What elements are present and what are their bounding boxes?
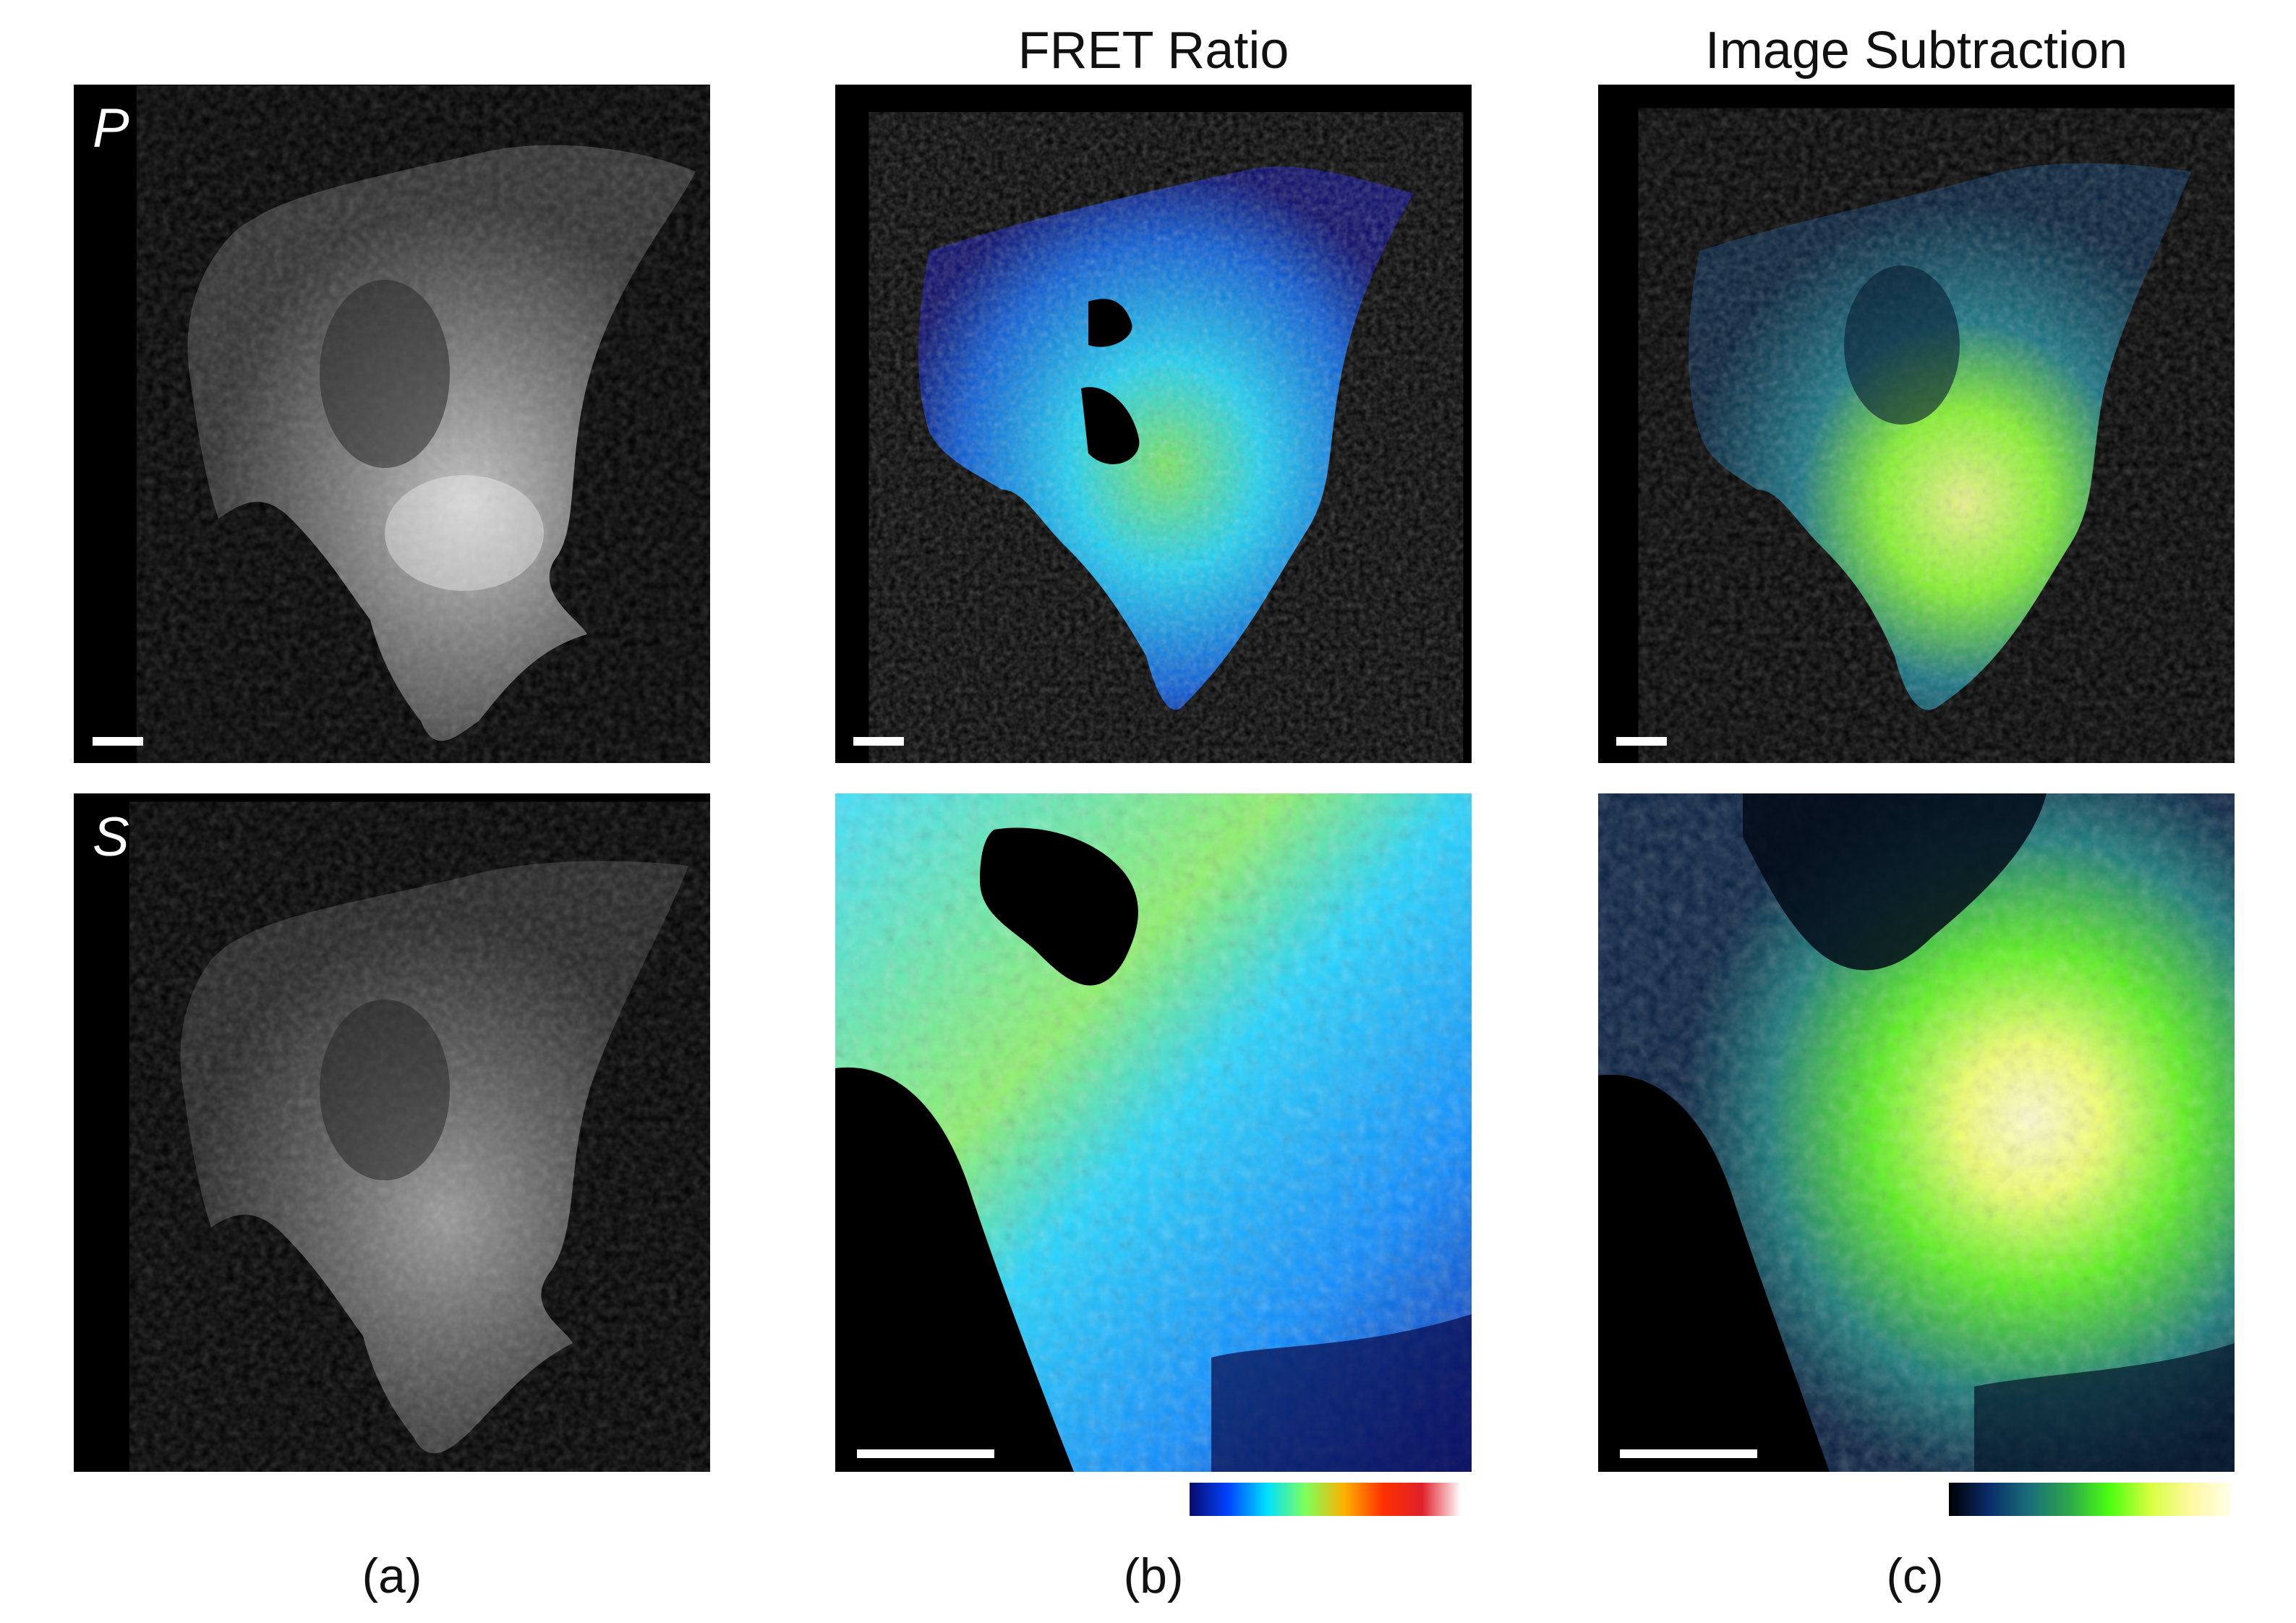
- scale-bar: [853, 737, 904, 746]
- scale-bar: [1620, 1449, 1757, 1458]
- fret-ratio-colorbar: [1190, 1483, 1461, 1516]
- column-label-a: (a): [362, 1549, 422, 1603]
- fret-ratio-title: FRET Ratio: [1017, 22, 1289, 80]
- image-subtraction-zoom-image: [1598, 793, 2235, 1472]
- p-polarization-image: [74, 85, 710, 763]
- s-panel-label: S: [93, 806, 129, 868]
- image-subtraction-overview-image: [1598, 85, 2235, 763]
- column-label-c: (c): [1886, 1549, 1944, 1603]
- image-subtraction-title: Image Subtraction: [1704, 22, 2128, 80]
- scale-bar: [93, 737, 143, 746]
- column-label-b: (b): [1123, 1549, 1184, 1603]
- fret-ratio-zoom-image: [835, 793, 1472, 1472]
- s-polarization-image: [74, 793, 710, 1472]
- scale-bar: [857, 1449, 994, 1458]
- fret-ratio-overview-image: [835, 85, 1472, 763]
- image-subtraction-colorbar: [1949, 1483, 2231, 1516]
- p-panel-label: P: [93, 98, 129, 159]
- scale-bar: [1616, 737, 1667, 746]
